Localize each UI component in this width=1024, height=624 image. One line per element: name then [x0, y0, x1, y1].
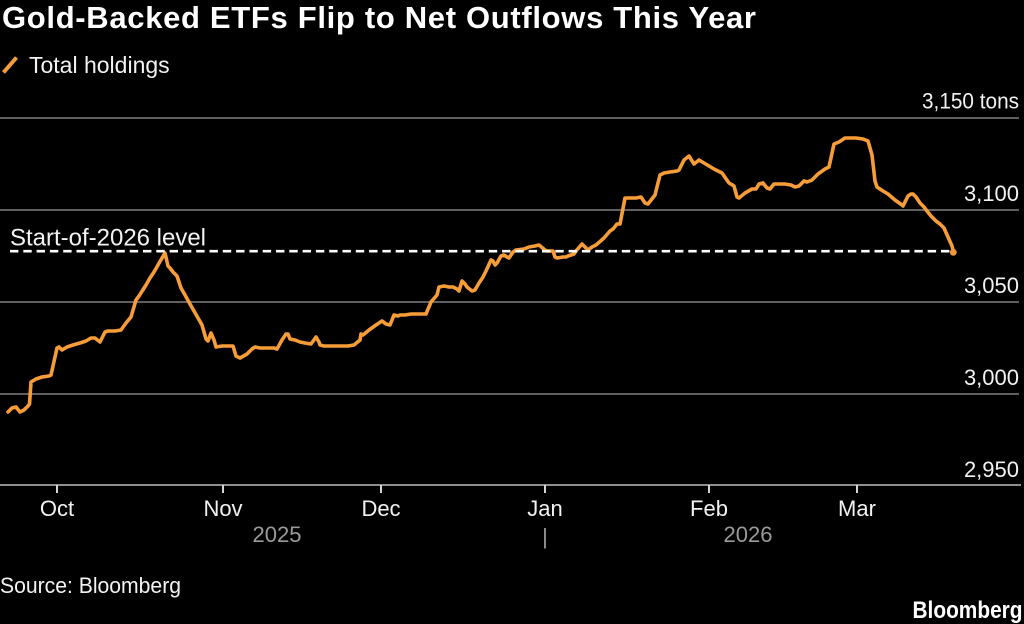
svg-text:3,050: 3,050: [964, 273, 1019, 298]
svg-text:Dec: Dec: [361, 496, 400, 521]
svg-text:|: |: [542, 524, 548, 549]
svg-text:Jan: Jan: [527, 496, 562, 521]
svg-text:Total holdings: Total holdings: [29, 52, 170, 78]
svg-text:Mar: Mar: [838, 496, 876, 521]
svg-text:Bloomberg: Bloomberg: [913, 597, 1023, 624]
svg-text:2025: 2025: [253, 522, 302, 547]
svg-text:Nov: Nov: [203, 496, 242, 521]
svg-text:Gold-Backed ETFs Flip to Net O: Gold-Backed ETFs Flip to Net Outflows Th…: [2, 0, 756, 35]
svg-text:3,000: 3,000: [964, 365, 1019, 390]
svg-text:3,100: 3,100: [964, 181, 1019, 206]
svg-text:2,950: 2,950: [964, 457, 1019, 482]
svg-text:Oct: Oct: [40, 496, 74, 521]
svg-text:3,150 tons: 3,150 tons: [922, 89, 1019, 114]
svg-text:Start-of-2026 level: Start-of-2026 level: [10, 225, 206, 252]
svg-text:2026: 2026: [724, 522, 773, 547]
svg-text:Source: Bloomberg: Source: Bloomberg: [0, 573, 181, 598]
svg-text:Feb: Feb: [690, 496, 728, 521]
